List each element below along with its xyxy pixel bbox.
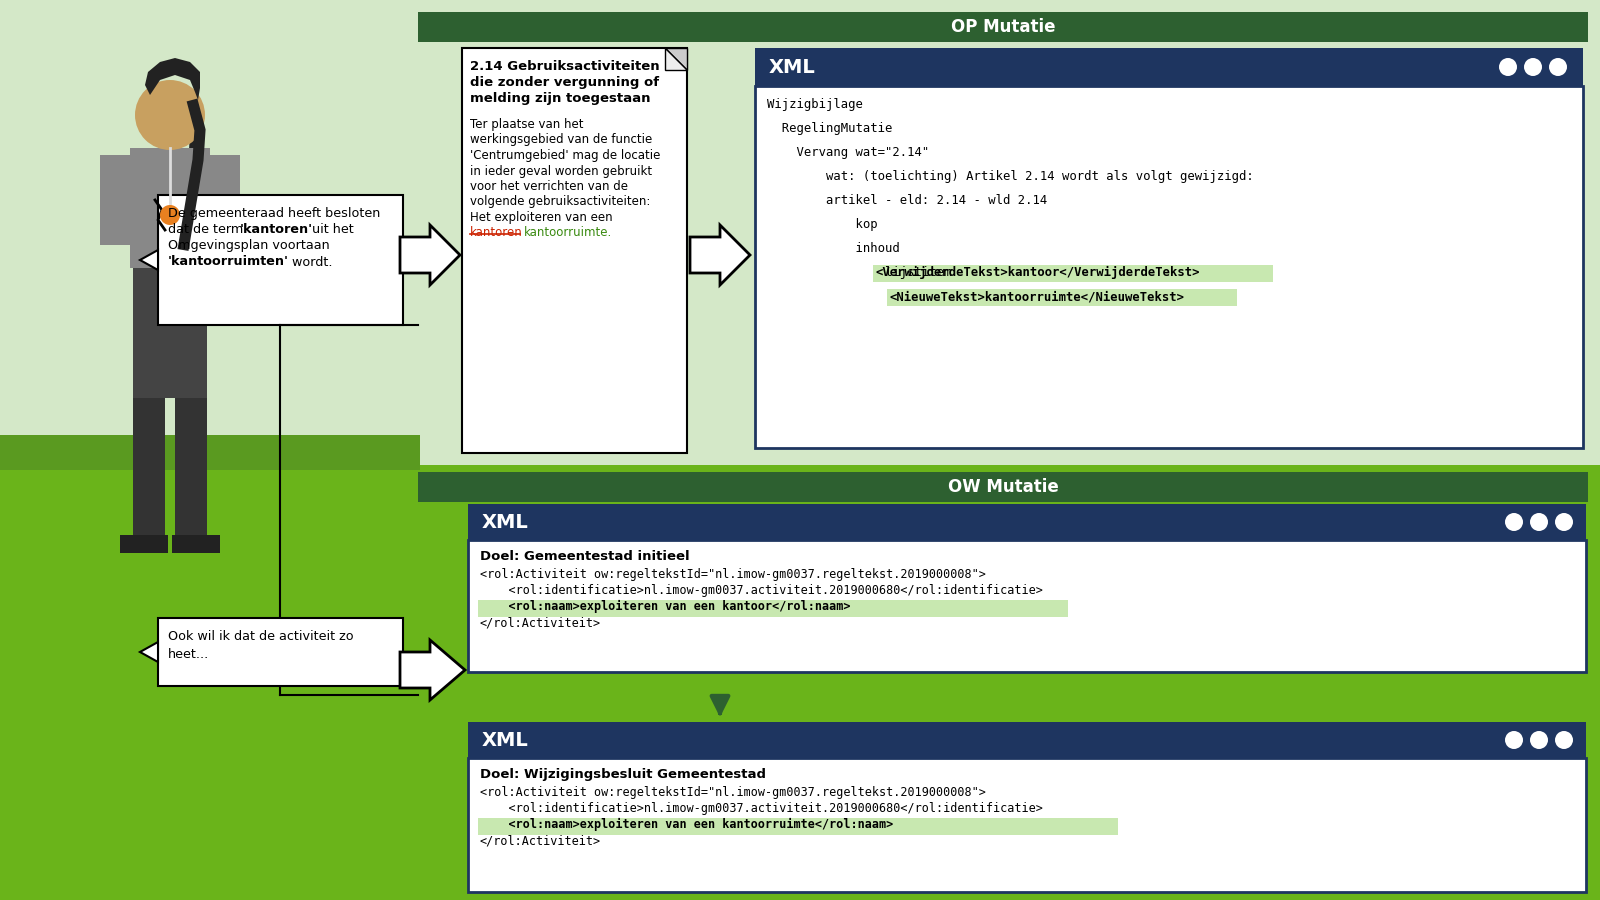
Polygon shape — [666, 48, 686, 70]
Polygon shape — [146, 58, 200, 100]
FancyBboxPatch shape — [755, 86, 1582, 448]
Text: in ieder geval worden gebruikt: in ieder geval worden gebruikt — [470, 165, 653, 177]
FancyBboxPatch shape — [99, 155, 131, 245]
Text: Ook wil ik dat de activiteit zo: Ook wil ik dat de activiteit zo — [168, 630, 354, 643]
Text: 2.14 Gebruiksactiviteiten: 2.14 Gebruiksactiviteiten — [470, 60, 659, 73]
Text: Doel: Wijzigingsbesluit Gemeentestad: Doel: Wijzigingsbesluit Gemeentestad — [480, 768, 766, 781]
Text: </rol:Activiteit>: </rol:Activiteit> — [480, 617, 602, 630]
FancyBboxPatch shape — [173, 535, 221, 553]
Polygon shape — [400, 640, 466, 700]
Text: <rol:Activiteit ow:regeltekstId="nl.imow-gm0037.regeltekst.2019000008">: <rol:Activiteit ow:regeltekstId="nl.imow… — [480, 786, 986, 799]
Text: RegelingMutatie: RegelingMutatie — [766, 122, 893, 135]
Circle shape — [1530, 513, 1549, 531]
FancyBboxPatch shape — [755, 48, 1582, 86]
FancyBboxPatch shape — [467, 758, 1586, 892]
Text: OP Mutatie: OP Mutatie — [950, 18, 1056, 36]
FancyBboxPatch shape — [0, 0, 1600, 465]
Text: 'Centrumgebied' mag de locatie: 'Centrumgebied' mag de locatie — [470, 149, 661, 162]
Text: kantoren: kantoren — [470, 227, 523, 239]
Polygon shape — [400, 225, 461, 285]
FancyBboxPatch shape — [133, 268, 206, 398]
Text: volgende gebruiksactiviteiten:: volgende gebruiksactiviteiten: — [470, 195, 650, 209]
Text: <rol:identificatie>nl.imow-gm0037.activiteit.2019000680</rol:identificatie>: <rol:identificatie>nl.imow-gm0037.activi… — [480, 584, 1043, 597]
Text: lijstitem: lijstitem — [766, 266, 958, 279]
Text: kantoorruimte.: kantoorruimte. — [525, 227, 613, 239]
Polygon shape — [141, 250, 158, 270]
Polygon shape — [141, 642, 158, 662]
Polygon shape — [690, 225, 750, 285]
Text: Wijzigbijlage: Wijzigbijlage — [766, 98, 862, 111]
FancyBboxPatch shape — [130, 148, 210, 268]
Text: melding zijn toegestaan: melding zijn toegestaan — [470, 92, 651, 105]
Text: werkingsgebied van de functie: werkingsgebied van de functie — [470, 133, 653, 147]
Text: <rol:Activiteit ow:regeltekstId="nl.imow-gm0037.regeltekst.2019000008">: <rol:Activiteit ow:regeltekstId="nl.imow… — [480, 568, 986, 581]
Circle shape — [1555, 513, 1573, 531]
FancyBboxPatch shape — [174, 398, 206, 538]
Text: <NieuweTekst>kantoorruimte</NieuweTekst>: <NieuweTekst>kantoorruimte</NieuweTekst> — [890, 290, 1184, 303]
FancyBboxPatch shape — [208, 155, 240, 245]
FancyBboxPatch shape — [0, 465, 1600, 900]
Text: <VerwijderdeTekst>kantoor</VerwijderdeTekst>: <VerwijderdeTekst>kantoor</VerwijderdeTe… — [875, 266, 1200, 279]
Polygon shape — [182, 100, 200, 250]
Text: Het exploiteren van een: Het exploiteren van een — [470, 211, 613, 224]
Text: wat: (toelichting) Artikel 2.14 wordt als volgt gewijzigd:: wat: (toelichting) Artikel 2.14 wordt al… — [766, 170, 1254, 183]
Text: XML: XML — [482, 513, 528, 532]
Text: <rol:naam>exploiteren van een kantoorruimte</rol:naam>: <rol:naam>exploiteren van een kantoorrui… — [480, 818, 893, 831]
FancyBboxPatch shape — [418, 12, 1587, 42]
Text: kop: kop — [766, 218, 878, 231]
Circle shape — [1555, 731, 1573, 749]
Text: Vervang wat="2.14": Vervang wat="2.14" — [766, 146, 930, 159]
FancyBboxPatch shape — [478, 818, 1118, 835]
Text: OW Mutatie: OW Mutatie — [947, 478, 1058, 496]
Text: artikel - eld: 2.14 - wld 2.14: artikel - eld: 2.14 - wld 2.14 — [766, 194, 1048, 207]
Text: XML: XML — [482, 731, 528, 750]
FancyBboxPatch shape — [467, 540, 1586, 672]
Text: Omgevingsplan voortaan: Omgevingsplan voortaan — [168, 239, 330, 252]
Circle shape — [134, 80, 205, 150]
FancyBboxPatch shape — [0, 435, 419, 470]
Circle shape — [1530, 731, 1549, 749]
Circle shape — [160, 205, 179, 225]
Text: voor het verrichten van de: voor het verrichten van de — [470, 180, 627, 193]
FancyBboxPatch shape — [120, 535, 168, 553]
FancyBboxPatch shape — [467, 722, 1586, 758]
FancyBboxPatch shape — [158, 195, 403, 325]
FancyBboxPatch shape — [158, 618, 403, 686]
Text: </rol:Activiteit>: </rol:Activiteit> — [480, 835, 602, 848]
Text: Doel: Gemeentestad initieel: Doel: Gemeentestad initieel — [480, 550, 690, 563]
Circle shape — [1506, 513, 1523, 531]
Text: inhoud: inhoud — [766, 242, 899, 255]
Circle shape — [1523, 58, 1542, 76]
FancyBboxPatch shape — [886, 289, 1237, 306]
Text: uit het: uit het — [307, 223, 354, 236]
Circle shape — [1549, 58, 1566, 76]
Circle shape — [1506, 731, 1523, 749]
Text: <rol:identificatie>nl.imow-gm0037.activiteit.2019000680</rol:identificatie>: <rol:identificatie>nl.imow-gm0037.activi… — [480, 802, 1043, 815]
Text: dat de term: dat de term — [168, 223, 248, 236]
Text: De gemeenteraad heeft besloten: De gemeenteraad heeft besloten — [168, 207, 381, 220]
FancyBboxPatch shape — [462, 48, 686, 453]
FancyBboxPatch shape — [478, 600, 1069, 617]
FancyBboxPatch shape — [874, 265, 1274, 282]
Text: XML: XML — [770, 58, 816, 77]
Text: <rol:naam>exploiteren van een kantoor</rol:naam>: <rol:naam>exploiteren van een kantoor</r… — [480, 600, 851, 613]
Polygon shape — [666, 48, 686, 70]
Text: 'kantoorruimten': 'kantoorruimten' — [168, 255, 290, 268]
Text: heet...: heet... — [168, 648, 210, 661]
Text: Ter plaatse van het: Ter plaatse van het — [470, 118, 584, 131]
FancyBboxPatch shape — [467, 504, 1586, 540]
Circle shape — [1499, 58, 1517, 76]
FancyBboxPatch shape — [418, 472, 1587, 502]
Text: die zonder vergunning of: die zonder vergunning of — [470, 76, 659, 89]
FancyBboxPatch shape — [133, 398, 165, 538]
Text: wordt.: wordt. — [288, 256, 333, 269]
Text: 'kantoren': 'kantoren' — [240, 223, 314, 236]
